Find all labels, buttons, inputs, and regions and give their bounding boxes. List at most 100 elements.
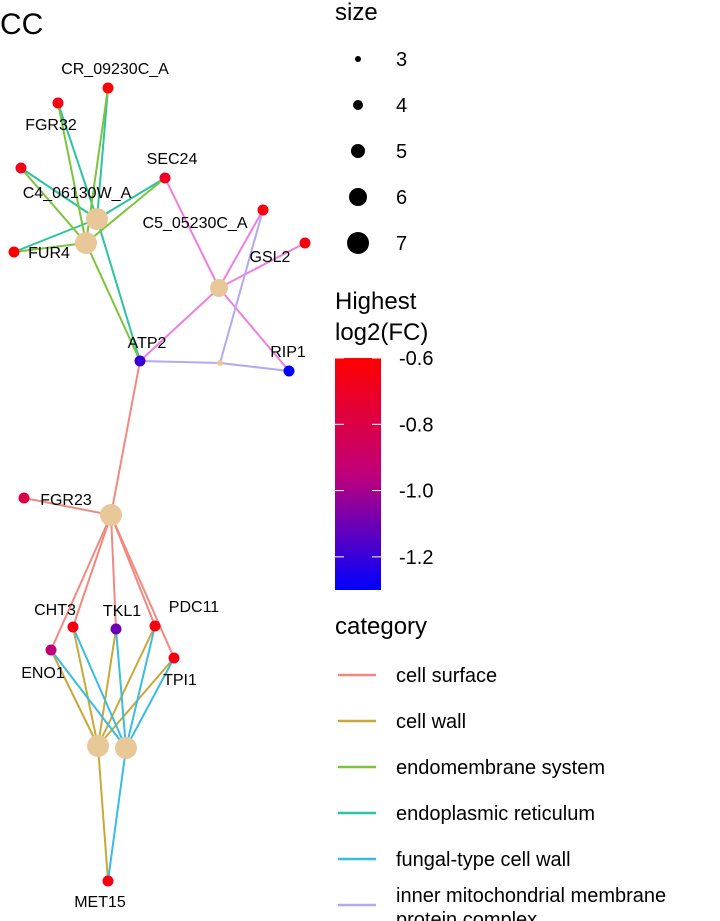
size-legend-label: 7 [396,233,407,255]
edge-hub-vesicle-sec24 [164,177,220,289]
edge-hub-endomembrane-system-atp2 [85,242,141,362]
gene-label-fgr32: FGR32 [25,117,77,134]
gene-node-c5-05230c-a[interactable] [257,204,269,216]
edge-hub-cell-wall-pdc11 [97,625,156,747]
edge-hub-cell-wall-met15 [97,745,109,882]
gene-label-tkl1: TKL1 [103,603,141,620]
edge-hub-endoplasmic-reticulum-fgr32 [57,102,98,220]
fc-tick-label: -1.2 [399,547,433,569]
category-label-fungal-type-cell-wall: fungal-type cell wall [396,849,571,871]
hub-cell-wall[interactable] [87,735,109,757]
gene-node-pdc11[interactable] [149,620,161,632]
gene-label-sec24: SEC24 [147,151,198,168]
edge-hub-fungal-type-cell-wall-eno1 [50,649,127,749]
edge-hub-inner-mitochondrial-rip1 [219,362,290,372]
edge-hub-fungal-type-cell-wall-tkl1 [115,628,127,749]
category-label-cell-surface: cell surface [396,665,497,687]
hub-cell-surface[interactable] [100,504,122,526]
gene-label-atp2: ATP2 [128,335,167,352]
hub-vesicle[interactable] [210,279,228,297]
edge-hub-cell-surface-tpi1 [110,514,175,659]
network-nodes [8,82,311,887]
size-legend-key [351,144,365,158]
hub-endomembrane-system[interactable] [75,232,97,254]
gene-label-cr-09230c-a: CR_09230C_A [61,61,169,78]
gene-label-fur4: FUR4 [28,245,70,262]
edge-hub-endomembrane-system-fgr32 [57,102,87,244]
size-legend-key [355,56,361,62]
edge-hub-inner-mitochondrial-c5-05230c-a [219,209,264,364]
edge-hub-cell-wall-tkl1 [97,628,117,747]
gene-node-gsl2[interactable] [299,237,311,249]
gene-node-met15[interactable] [102,875,114,887]
edge-hub-fungal-type-cell-wall-tpi1 [125,657,175,749]
size-legend-key [347,232,369,254]
edge-hub-cell-wall-eno1 [50,649,99,747]
gene-node-fgr23[interactable] [18,492,30,504]
edge-hub-vesicle-c5-05230c-a [218,209,264,289]
edge-hub-endomembrane-system-c4-06130w-a [20,167,87,244]
gene-label-c4-06130w-a: C4_06130W_A [23,185,132,202]
edge-hub-endoplasmic-reticulum-atp2 [96,218,141,362]
edge-hub-inner-mitochondrial-atp2 [139,360,221,364]
gene-label-c5-05230c-a: C5_05230C_A [143,215,248,232]
edge-hub-cell-surface-cht3 [72,514,112,628]
fc-legend: Highest log2(FC)-0.6 -0.8 -1.0 -1.2 [335,288,433,590]
edge-hub-cell-surface-fgr23 [23,497,112,516]
hub-endoplasmic-reticulum[interactable] [86,208,108,230]
network-labels: CR_09230C_A FGR32 C4_06130W_A SEC24 C5_05230… [21,61,306,911]
gene-node-fur4[interactable] [8,246,20,258]
gene-node-rip1[interactable] [283,365,295,377]
gene-label-tpi1: TPI1 [163,672,197,689]
category-legend-title: category [335,613,427,640]
edge-hub-fungal-type-cell-wall-met15 [107,747,127,882]
gene-node-atp2[interactable] [134,355,146,367]
network-edges [13,87,306,882]
gene-node-sec24[interactable] [159,172,171,184]
fc-tick-label: -1.0 [399,481,433,503]
edge-hub-fungal-type-cell-wall-pdc11 [125,625,156,749]
fc-legend-title: log2(FC) [335,319,428,346]
category-label-endoplasmic-reticulum: endoplasmic reticulum [396,803,595,825]
edge-hub-vesicle-atp2 [139,287,220,362]
edge-hub-cell-surface-tkl1 [110,514,117,630]
gene-label-fgr23: FGR23 [40,492,92,509]
category-label-inner-mitochondrial-membrane-protein-complex: inner mitochondrial membrane protein comp… [396,885,666,921]
gene-label-gsl2: GSL2 [250,249,291,266]
gene-node-cr-09230c-a[interactable] [102,82,114,94]
gene-node-eno1[interactable] [45,644,57,656]
edge-hub-endomembrane-system-sec24 [85,177,166,244]
gene-label-rip1: RIP1 [270,344,306,361]
edge-hub-endoplasmic-reticulum-cr-09230c-a [96,87,109,220]
fc-tick-label: -0.6 [399,348,433,370]
fc-tick-label: -0.8 [399,414,433,436]
gene-label-pdc11: PDC11 [169,599,219,616]
gene-label-met15: MET15 [74,894,126,911]
fc-legend-title: Highest [335,288,417,315]
edge-hub-cell-surface-eno1 [50,514,112,651]
edge-hub-endomembrane-system-fur4 [13,242,87,253]
hub-fungal-type-cell-wall[interactable] [115,737,137,759]
size-legend-label: 3 [396,49,407,71]
category-label-endomembrane-system: endomembrane system [396,757,605,779]
gene-node-tpi1[interactable] [168,652,180,664]
gene-node-tkl1[interactable] [110,623,122,635]
fc-colorbar [335,358,381,590]
gene-node-fgr32[interactable] [52,97,64,109]
size-legend-key [353,100,363,110]
size-legend-label: 5 [396,141,407,163]
hub-inner-mitochondrial[interactable] [217,360,223,366]
size-legend-key [349,188,367,206]
gene-node-cht3[interactable] [67,621,79,633]
gene-node-c4-06130w-a[interactable] [15,162,27,174]
gene-label-eno1: ENO1 [21,665,65,682]
gene-label-cht3: CHT3 [34,602,76,619]
size-legend-label: 4 [396,95,407,117]
plot-title: CC [0,8,44,41]
category-label-cell-wall: cell wall [396,711,466,733]
size-legend-label: 6 [396,187,407,209]
edge-hub-endoplasmic-reticulum-sec24 [96,177,166,220]
edge-hub-vesicle-gsl2 [218,242,306,289]
size-legend-title: size [335,0,378,26]
